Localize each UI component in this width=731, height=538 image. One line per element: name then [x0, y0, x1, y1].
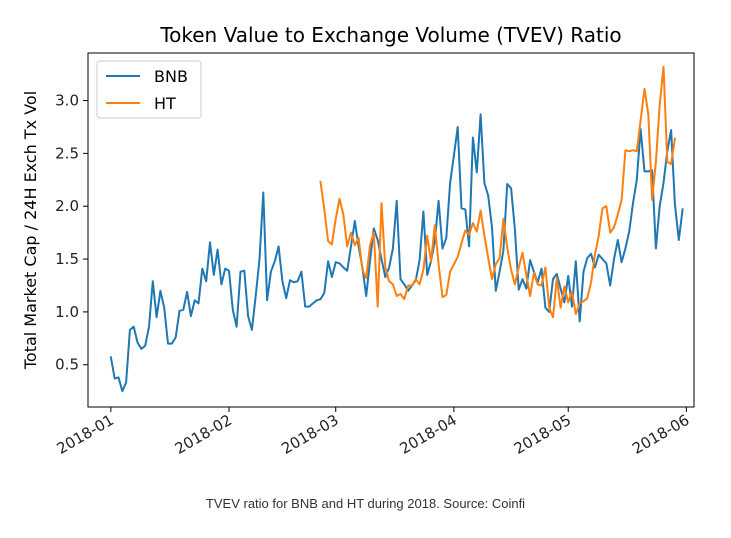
chart-title: Token Value to Exchange Volume (TVEV) Ra… — [159, 23, 621, 47]
y-axis: 0.5 1.0 1.5 2.0 2.5 3.0 — [55, 92, 88, 374]
x-axis: 2018-01 2018-02 2018-03 2018-04 2018-05 2018-… — [54, 407, 692, 458]
y-axis-label: Total Market Cap / 24H Exch Tx Vol — [21, 91, 40, 370]
plot-area — [109, 65, 684, 393]
y-tick-label: 2.0 — [55, 197, 79, 215]
legend-label-ht: HT — [154, 94, 176, 113]
y-tick-label: 0.5 — [55, 356, 79, 374]
y-tick-label: 1.5 — [55, 250, 79, 268]
x-tick-label: 2018-02 — [172, 411, 235, 458]
legend: BNB HT — [96, 60, 202, 119]
legend-label-bnb: BNB — [154, 67, 188, 86]
x-tick-label: 2018-05 — [511, 411, 574, 458]
x-tick-label: 2018-03 — [278, 411, 341, 458]
x-tick-label: 2018-01 — [54, 411, 117, 458]
y-tick-label: 1.0 — [55, 303, 79, 321]
x-tick-label: 2018-04 — [397, 411, 460, 458]
tvev-line-chart: Token Value to Exchange Volume (TVEV) Ra… — [21, 23, 695, 458]
series-line-ht — [319, 65, 677, 319]
figure-caption: TVEV ratio for BNB and HT during 2018. S… — [205, 496, 526, 511]
series-line-bnb — [109, 113, 684, 393]
x-tick-label: 2018-06 — [629, 411, 692, 458]
y-tick-label: 3.0 — [55, 92, 79, 110]
axes-frame — [87, 52, 695, 408]
y-tick-label: 2.5 — [55, 144, 79, 162]
